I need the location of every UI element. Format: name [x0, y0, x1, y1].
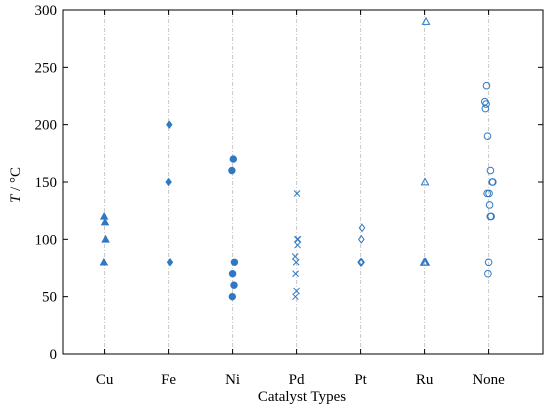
grid-layer: [104, 10, 490, 354]
data-point-ru-4: [421, 257, 431, 266]
data-point-ru-1: [420, 177, 430, 186]
data-point-none-5: [486, 166, 495, 175]
data-point-none-13: [484, 258, 493, 267]
data-point-cu-3: [99, 257, 109, 266]
data-point-none-0: [482, 81, 491, 90]
data-point-pd-7: [293, 287, 300, 295]
y-tick-label: 200: [35, 118, 58, 134]
y-tick-label: 150: [35, 175, 58, 191]
data-point-pd-8: [292, 293, 299, 301]
data-point-fe-0: [166, 120, 173, 129]
y-tick-label: 250: [35, 60, 58, 76]
data-point-ni-3: [228, 270, 237, 278]
data-point-pt-0: [358, 223, 366, 233]
y-tick-label: 300: [35, 3, 58, 19]
y-tick-label: 0: [50, 347, 58, 363]
data-point-cu-2: [101, 234, 110, 243]
data-point-none-12: [487, 212, 495, 221]
data-point-ni-5: [228, 292, 237, 301]
x-tick-label-ni: Ni: [225, 372, 240, 388]
data-point-cu-1: [100, 217, 110, 226]
data-point-none-10: [485, 201, 494, 209]
x-tick-label-pd: Pd: [289, 372, 305, 388]
data-point-ni-4: [230, 281, 238, 289]
data-point-none-4: [483, 132, 492, 140]
points-layer: [99, 16, 497, 301]
y-axis-label: T / °C: [8, 167, 24, 203]
data-point-pd-6: [292, 270, 299, 278]
data-point-none-7: [489, 178, 497, 186]
axes-layer: 0 50 100 150 200 250 300 Cu Fe Ni Pd Pt Ru None: [35, 3, 544, 388]
data-point-ru-0: [421, 16, 431, 25]
data-point-none-3: [481, 104, 490, 113]
data-point-pt-3: [358, 257, 365, 267]
y-tick-label: 100: [35, 232, 58, 248]
data-point-pt-2: [357, 257, 364, 267]
data-point-none-14: [484, 269, 492, 278]
data-point-pd-0: [293, 190, 301, 197]
data-point-none-9: [485, 189, 493, 198]
data-point-none-2: [482, 100, 490, 108]
data-point-fe-1: [165, 177, 172, 187]
data-point-pd-4: [291, 253, 299, 260]
x-tick-label-ru: Ru: [416, 372, 434, 388]
x-tick-label-none: None: [472, 372, 505, 388]
x-tick-label-cu: Cu: [96, 372, 114, 388]
y-tick-label: 50: [42, 290, 57, 306]
data-point-ni-1: [228, 166, 236, 175]
data-point-pd-5: [292, 258, 300, 266]
data-point-pd-3: [294, 241, 301, 249]
data-point-ni-0: [229, 155, 238, 163]
x-tick-label-fe: Fe: [161, 372, 176, 388]
data-point-fe-2: [166, 257, 174, 267]
plot-frame: [62, 9, 544, 355]
data-point-ni-2: [230, 258, 239, 266]
data-point-cu-0: [99, 211, 109, 220]
x-axis-label: Catalyst Types: [258, 389, 346, 405]
x-tick-label-pt: Pt: [354, 372, 367, 388]
data-point-pd-2: [294, 235, 302, 243]
data-point-pt-1: [357, 234, 365, 244]
